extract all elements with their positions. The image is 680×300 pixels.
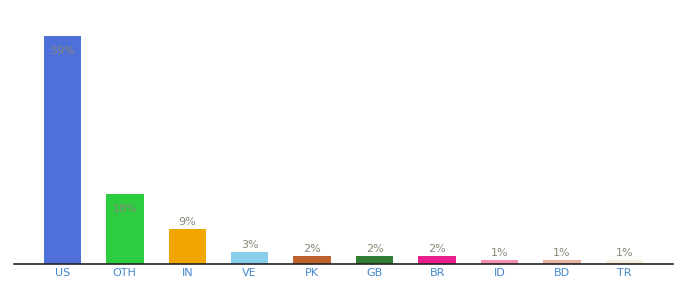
Bar xyxy=(169,229,206,264)
Bar xyxy=(418,256,456,264)
Text: 1%: 1% xyxy=(615,248,633,258)
Bar xyxy=(606,260,643,264)
Text: 59%: 59% xyxy=(50,46,75,56)
Bar xyxy=(44,36,81,264)
Text: 2%: 2% xyxy=(366,244,384,254)
Bar xyxy=(106,194,143,264)
Text: 3%: 3% xyxy=(241,241,258,250)
Bar xyxy=(231,252,269,264)
Text: 2%: 2% xyxy=(303,244,321,254)
Text: 1%: 1% xyxy=(554,248,571,258)
Text: 18%: 18% xyxy=(112,204,137,214)
Text: 9%: 9% xyxy=(178,217,196,227)
Bar xyxy=(543,260,581,264)
Text: 1%: 1% xyxy=(491,248,509,258)
Bar xyxy=(294,256,331,264)
Bar xyxy=(356,256,393,264)
Bar xyxy=(481,260,518,264)
Text: 2%: 2% xyxy=(428,244,446,254)
